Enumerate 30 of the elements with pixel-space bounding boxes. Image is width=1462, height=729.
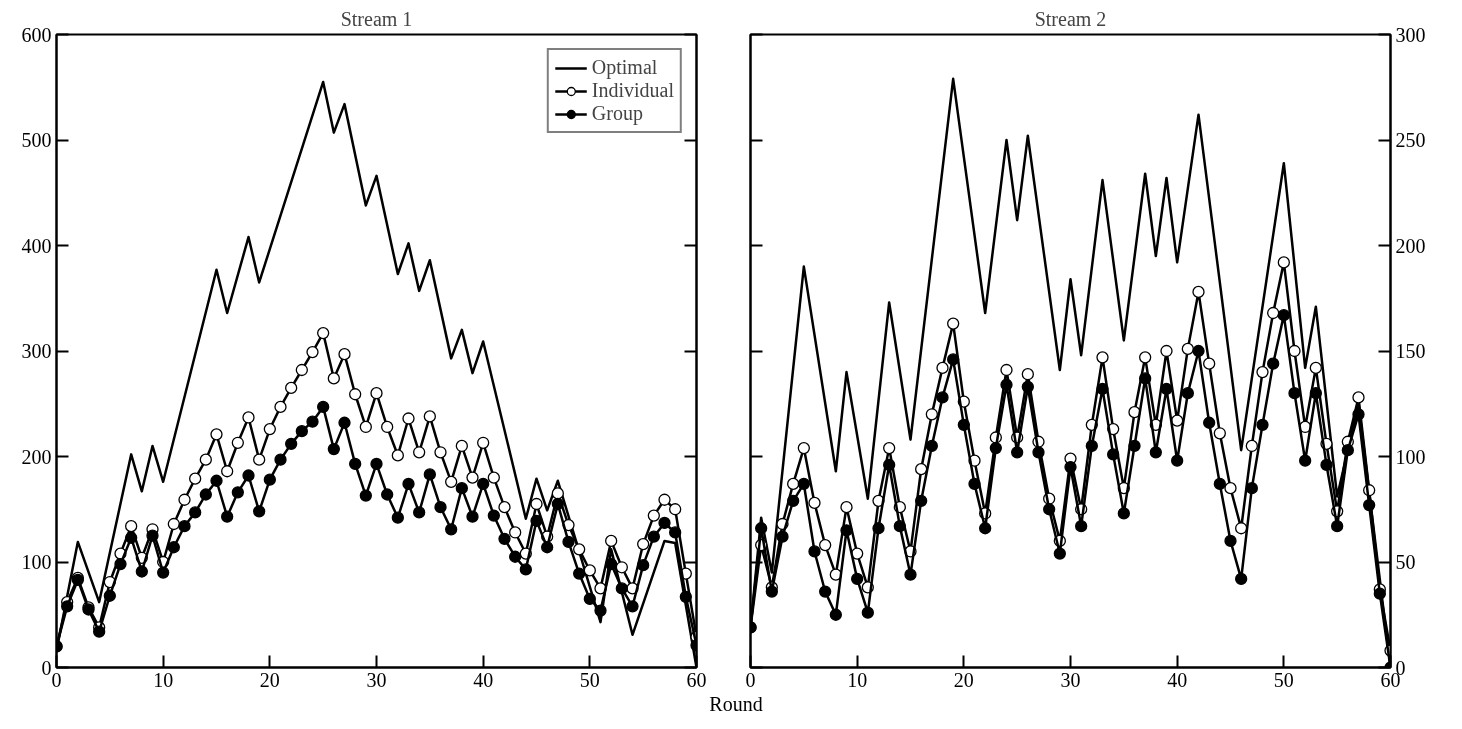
x-tick-label: 60 bbox=[686, 668, 707, 691]
y-tick-label: 300 bbox=[21, 340, 52, 362]
y2-tick-label: 200 bbox=[1395, 234, 1426, 257]
x-axis-title: Round bbox=[709, 692, 763, 717]
y2-tick-label: 300 bbox=[1395, 23, 1426, 46]
x-tick-label: 20 bbox=[953, 668, 974, 691]
y-tick-label: 100 bbox=[21, 551, 52, 573]
y2-tick-label: 50 bbox=[1395, 551, 1416, 573]
y2-tick-label: 250 bbox=[1395, 129, 1426, 151]
x-tick-label: 20 bbox=[259, 668, 280, 691]
y2-tick-label: 150 bbox=[1395, 340, 1426, 362]
y2-tick-label: 100 bbox=[1395, 445, 1426, 468]
x-tick-label: 50 bbox=[1273, 668, 1294, 691]
x-tick-label: 10 bbox=[153, 668, 174, 691]
y-tick-label: 400 bbox=[21, 234, 52, 257]
y-tick-label: 600 bbox=[21, 23, 52, 46]
chart-title: Stream 2 bbox=[1034, 7, 1107, 30]
x-tick-label: 40 bbox=[1167, 668, 1188, 691]
x-tick-label: 30 bbox=[1060, 668, 1081, 691]
x-tick-label: 10 bbox=[847, 668, 868, 691]
legend-label: Optimal bbox=[591, 56, 658, 79]
y-tick-label: 200 bbox=[21, 445, 52, 468]
legend-label: Group bbox=[591, 102, 643, 125]
x-tick-label: 0 bbox=[745, 668, 756, 691]
chart-title: Stream 1 bbox=[340, 7, 413, 30]
x-tick-label: 40 bbox=[473, 668, 494, 691]
legend-label: Individual bbox=[591, 79, 674, 102]
x-tick-label: 50 bbox=[579, 668, 600, 691]
x-tick-label: 30 bbox=[366, 668, 387, 691]
y-tick-label: 500 bbox=[21, 129, 52, 151]
